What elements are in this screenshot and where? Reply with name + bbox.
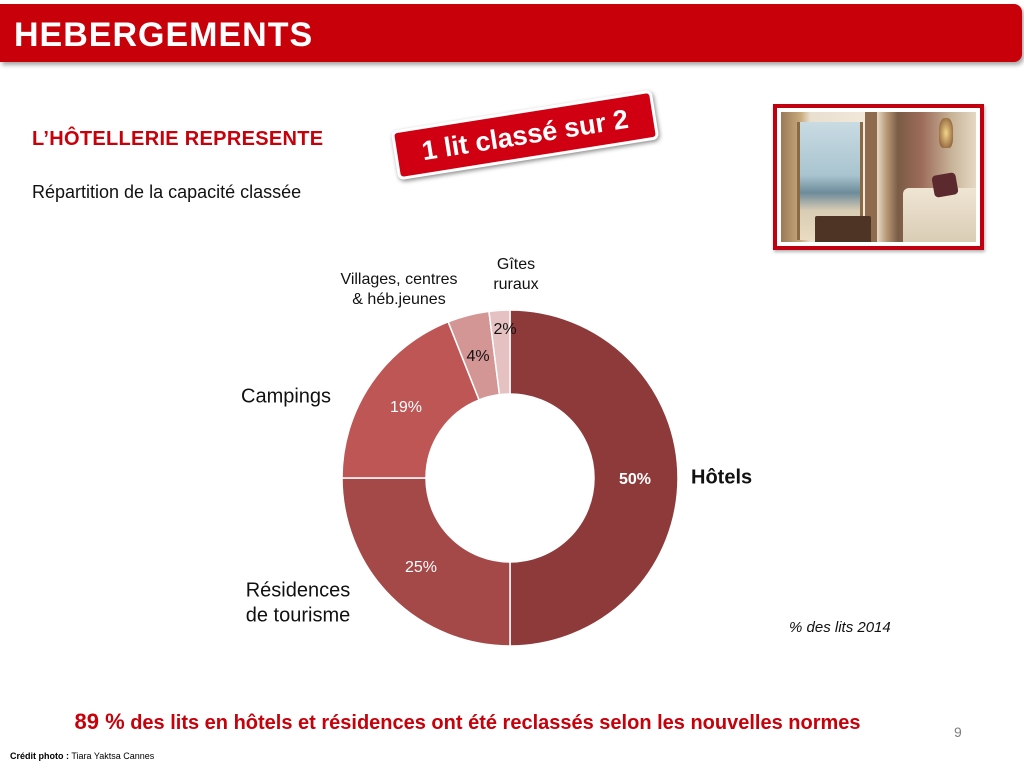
subtitle: L’HÔTELLERIE REPRESENTE [32, 128, 324, 150]
data-label-residences-de-tourisme: 25% [405, 559, 437, 576]
donut-slice-hotels [509, 309, 679, 647]
category-label-gites-ruraux: Gîtes ruraux [493, 256, 538, 293]
hotel-photo [773, 104, 984, 250]
category-label-residences-de-tourisme: Résidences de tourisme [246, 579, 351, 626]
photo-curtain [865, 112, 877, 242]
donut-slice-gites-ruraux [488, 309, 511, 396]
data-label-campings: 19% [390, 399, 422, 416]
page-number: 9 [954, 724, 962, 740]
category-label-villages-centres-heb-jeunes: Villages, centres & héb.jeunes [340, 271, 457, 308]
page-title: HEBERGEMENTS [14, 16, 314, 54]
header-bar: HEBERGEMENTS [0, 4, 1022, 62]
footer-statement: 89 % des lits en hôtels et résidences on… [0, 709, 935, 735]
photo-table [815, 216, 871, 242]
data-label-villages-centres-heb-jeunes: 4% [466, 348, 489, 365]
hotel-photo-image [781, 112, 976, 242]
data-label-hotels: 50% [619, 471, 651, 488]
donut-slice-campings [341, 320, 481, 479]
photo-credit-label: Crédit photo : [10, 751, 69, 761]
footer-text: des lits en hôtels et résidences ont été… [124, 712, 861, 734]
data-label-gites-ruraux: 2% [493, 321, 516, 338]
category-label-hotels: Hôtels [691, 466, 752, 488]
category-label-campings: Campings [241, 385, 331, 407]
photo-lamp [939, 118, 953, 148]
photo-credit-name: Tiara Yaktsa Cannes [71, 751, 155, 761]
donut-slice-residences-de-tourisme [341, 477, 511, 647]
chart-caption: Répartition de la capacité classée [32, 182, 302, 202]
footer-highlight: 89 % [74, 709, 125, 734]
photo-credit: Crédit photo : Tiara Yaktsa Cannes [10, 751, 154, 761]
chart-note: % des lits 2014 [789, 619, 891, 636]
